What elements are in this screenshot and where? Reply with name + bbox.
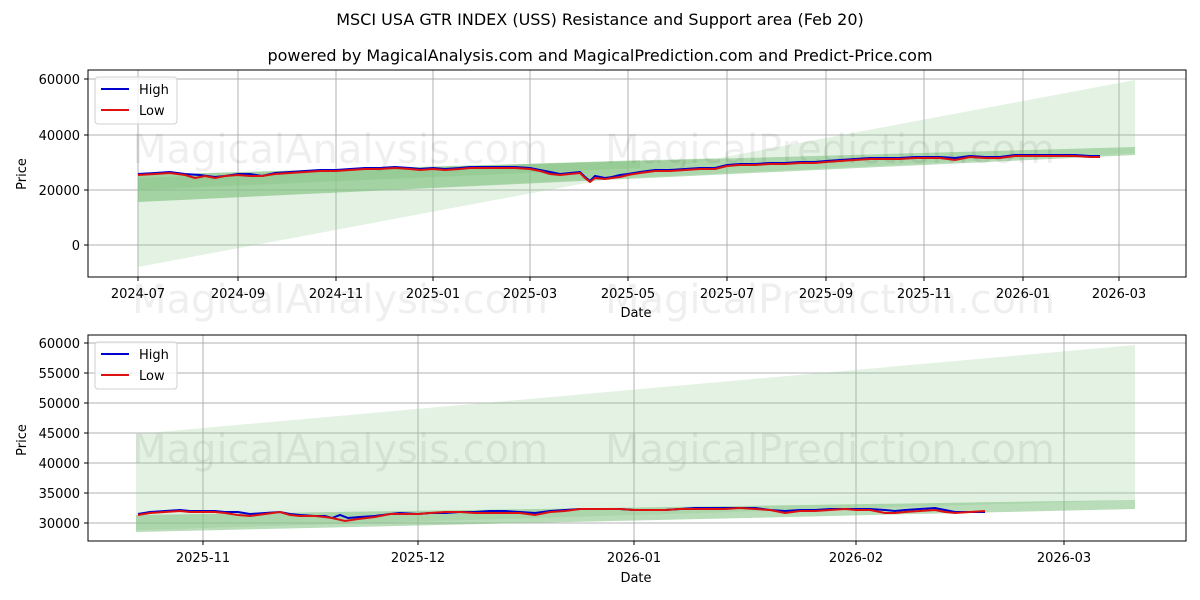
top-xtick: 2026-03 <box>1092 287 1146 302</box>
legend-low-label: Low <box>139 104 165 119</box>
top-xtick: 2025-03 <box>503 287 557 302</box>
top-ytick: 0 <box>72 239 80 254</box>
watermark-prediction-3: MagicalPrediction.com <box>605 427 1055 473</box>
bottom-ytick: 45000 <box>39 427 80 442</box>
bottom-xtick: 2025-12 <box>391 551 445 566</box>
bottom-y-axis: 60000 55000 50000 45000 40000 35000 3000… <box>15 337 88 532</box>
top-xtick: 2024-09 <box>211 287 265 302</box>
watermark-prediction-2: MagicalPrediction.com <box>605 277 1055 323</box>
top-xtick: 2025-09 <box>799 287 853 302</box>
bottom-xtick: 2026-01 <box>607 551 661 566</box>
top-xtick: 2026-01 <box>996 287 1050 302</box>
top-x-axis: 2024-07 2024-09 2024-11 2025-01 2025-03 … <box>111 277 1146 321</box>
top-xlabel: Date <box>620 306 651 321</box>
bottom-support-band-dark <box>136 500 1135 532</box>
chart-title: MSCI USA GTR INDEX (USS) Resistance and … <box>336 10 864 29</box>
bottom-xtick: 2026-03 <box>1037 551 1091 566</box>
bottom-axes-frame <box>87 334 1187 542</box>
bottom-x-axis: 2025-11 2025-12 2026-01 2026-02 2026-03 … <box>176 541 1091 586</box>
watermark-prediction: MagicalPrediction.com <box>605 127 1055 173</box>
bottom-ylabel: Price <box>15 424 30 456</box>
bottom-ytick: 55000 <box>39 367 80 382</box>
watermark-analysis: MagicalAnalysis.com <box>132 127 548 173</box>
top-xtick: 2025-01 <box>406 287 460 302</box>
top-legend: High Low <box>94 76 178 125</box>
chart-subtitle: powered by MagicalAnalysis.com and Magic… <box>267 46 933 65</box>
bottom-xtick: 2025-11 <box>176 551 230 566</box>
bottom-resistance-band-light <box>136 345 1135 512</box>
bottom-xlabel: Date <box>620 571 651 586</box>
bottom-xtick: 2026-02 <box>829 551 883 566</box>
bottom-low-line <box>137 506 986 523</box>
top-y-axis: 60000 40000 20000 0 Price <box>15 73 88 254</box>
top-axes-frame <box>87 69 1187 278</box>
top-ytick: 40000 <box>39 129 80 144</box>
top-xtick: 2025-11 <box>897 287 951 302</box>
top-low-line <box>137 155 1100 184</box>
top-xtick: 2025-07 <box>700 287 754 302</box>
top-xtick: 2024-11 <box>309 287 363 302</box>
top-xtick: 2025-05 <box>601 287 655 302</box>
top-ytick: 20000 <box>39 184 80 199</box>
bottom-ytick: 30000 <box>39 517 80 532</box>
legend-low-label: Low <box>139 369 165 384</box>
watermark-analysis-3: MagicalAnalysis.com <box>132 427 548 473</box>
top-ylabel: Price <box>15 158 30 190</box>
legend-high-label: High <box>139 348 169 363</box>
bottom-ytick: 60000 <box>39 337 80 352</box>
watermark-analysis-2: MagicalAnalysis.com <box>132 277 548 323</box>
top-ytick: 60000 <box>39 73 80 88</box>
top-chart: MagicalAnalysis.com MagicalPrediction.co… <box>15 69 1187 323</box>
legend-high-label: High <box>139 83 169 98</box>
bottom-chart: MagicalAnalysis.com MagicalPrediction.co… <box>15 334 1187 586</box>
bottom-ytick: 40000 <box>39 457 80 472</box>
bottom-ytick: 35000 <box>39 487 80 502</box>
bottom-ytick: 50000 <box>39 397 80 412</box>
bottom-legend: High Low <box>94 341 178 390</box>
top-xtick: 2024-07 <box>111 287 165 302</box>
